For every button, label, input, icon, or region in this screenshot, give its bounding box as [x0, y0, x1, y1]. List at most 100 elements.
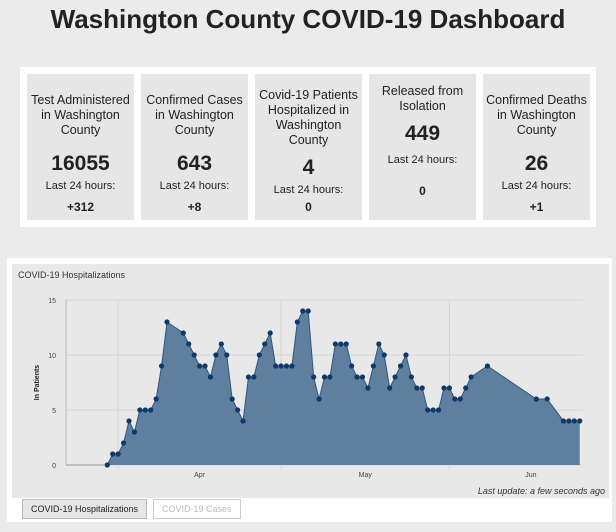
data-point: [577, 418, 583, 424]
data-point: [267, 330, 273, 336]
data-point: [245, 374, 252, 380]
card-last24-label: Last 24 hours:: [501, 180, 572, 192]
data-point: [452, 396, 458, 402]
last-update: Last update: a few seconds ago: [477, 486, 605, 496]
y-tick-label: 0: [52, 463, 56, 470]
data-point: [376, 341, 382, 347]
stat-card-tests: Test Administered in Washington County 1…: [27, 74, 134, 220]
y-tick-label: 15: [48, 298, 56, 305]
data-point: [484, 363, 491, 369]
x-tick-label: Jun: [525, 472, 536, 479]
card-last24-value: +312: [66, 200, 95, 214]
data-point: [397, 363, 404, 369]
card-last24-value: 0: [419, 184, 426, 198]
tab-hospitalizations[interactable]: COVID-19 Hospitalizations: [22, 499, 148, 519]
data-point: [392, 374, 398, 380]
data-point: [240, 418, 246, 424]
data-point: [441, 385, 447, 391]
data-point: [425, 407, 431, 413]
data-point: [408, 374, 414, 380]
y-tick-label: 5: [52, 408, 56, 415]
tab-cases[interactable]: COVID-19 Cases: [153, 499, 241, 519]
card-label: Confirmed Deaths in Washington County: [486, 92, 587, 137]
x-tick-label: Apr: [194, 472, 206, 479]
card-value: 16055: [51, 152, 110, 175]
data-point: [294, 319, 300, 325]
data-point: [354, 374, 360, 380]
data-point: [153, 396, 159, 402]
data-point: [289, 363, 295, 369]
card-label: Covid-19 Patients Hospitalized in Washin…: [259, 88, 358, 147]
card-last24-label: Last 24 hours:: [273, 184, 344, 196]
data-point: [338, 341, 344, 347]
data-point: [256, 352, 262, 358]
data-point: [148, 407, 154, 413]
data-point: [180, 330, 186, 336]
page-title: Washington County COVID-19 Dashboard: [50, 4, 566, 34]
card-last24-label: Last 24 hours:: [387, 154, 458, 166]
y-axis-label: In Patients: [34, 365, 41, 401]
data-point: [332, 341, 338, 347]
card-last24-value: 0: [305, 200, 312, 214]
data-point: [457, 396, 463, 402]
y-tick-label: 10: [48, 353, 56, 360]
card-last24-value: +8: [187, 200, 202, 214]
data-point: [311, 374, 317, 380]
data-point: [218, 341, 224, 347]
x-tick-label: May: [359, 472, 373, 479]
card-last24-value: +1: [529, 200, 544, 214]
card-value: 643: [176, 152, 213, 175]
data-point: [229, 396, 235, 402]
data-point: [403, 352, 409, 358]
stat-card-released: Released from Isolation 449 Last 24 hour…: [369, 74, 476, 220]
data-point: [300, 308, 306, 314]
data-point: [202, 363, 208, 369]
card-value: 449: [404, 122, 441, 145]
data-point: [359, 374, 366, 380]
data-point: [207, 374, 214, 380]
data-point: [365, 385, 371, 391]
data-point: [191, 352, 197, 358]
data-point: [387, 385, 393, 391]
data-point: [186, 341, 192, 347]
data-point: [224, 352, 230, 358]
card-label: Released from Isolation: [381, 84, 464, 113]
data-point: [251, 374, 257, 380]
data-point: [370, 363, 376, 369]
data-point: [327, 374, 333, 380]
data-point: [137, 407, 143, 413]
chart-title: COVID-19 Hospitalizations: [18, 270, 126, 280]
data-point: [419, 385, 425, 391]
card-last24-label: Last 24 hours:: [159, 180, 230, 192]
card-label: Test Administered in Washington County: [31, 92, 130, 137]
data-point: [560, 418, 567, 424]
data-point: [468, 374, 474, 380]
data-point: [566, 418, 572, 424]
data-point: [131, 429, 138, 435]
data-point: [533, 396, 539, 402]
data-point: [273, 363, 279, 369]
data-point: [316, 396, 322, 402]
data-point: [164, 319, 170, 325]
data-point: [213, 352, 219, 358]
data-point: [414, 385, 420, 391]
data-point: [104, 462, 110, 468]
data-point: [262, 341, 268, 347]
data-point: [435, 407, 442, 413]
card-label: Confirmed Cases in Washington County: [146, 92, 243, 137]
stat-card-deaths: Confirmed Deaths in Washington County 26…: [483, 74, 590, 220]
data-point: [142, 407, 148, 413]
data-point: [115, 451, 121, 457]
data-point: [544, 396, 550, 402]
hospitalizations-chart: 0 5 10 15 Apr May Jun In Patients: [34, 298, 583, 479]
data-point: [430, 407, 436, 413]
data-point: [446, 385, 453, 391]
card-value: 4: [302, 156, 315, 179]
data-point: [305, 308, 311, 314]
data-point: [571, 418, 577, 424]
data-point: [278, 363, 284, 369]
data-point: [381, 352, 387, 358]
data-point: [120, 440, 127, 446]
data-point: [196, 363, 203, 369]
stat-card-cases: Confirmed Cases in Washington County 643…: [141, 74, 248, 220]
